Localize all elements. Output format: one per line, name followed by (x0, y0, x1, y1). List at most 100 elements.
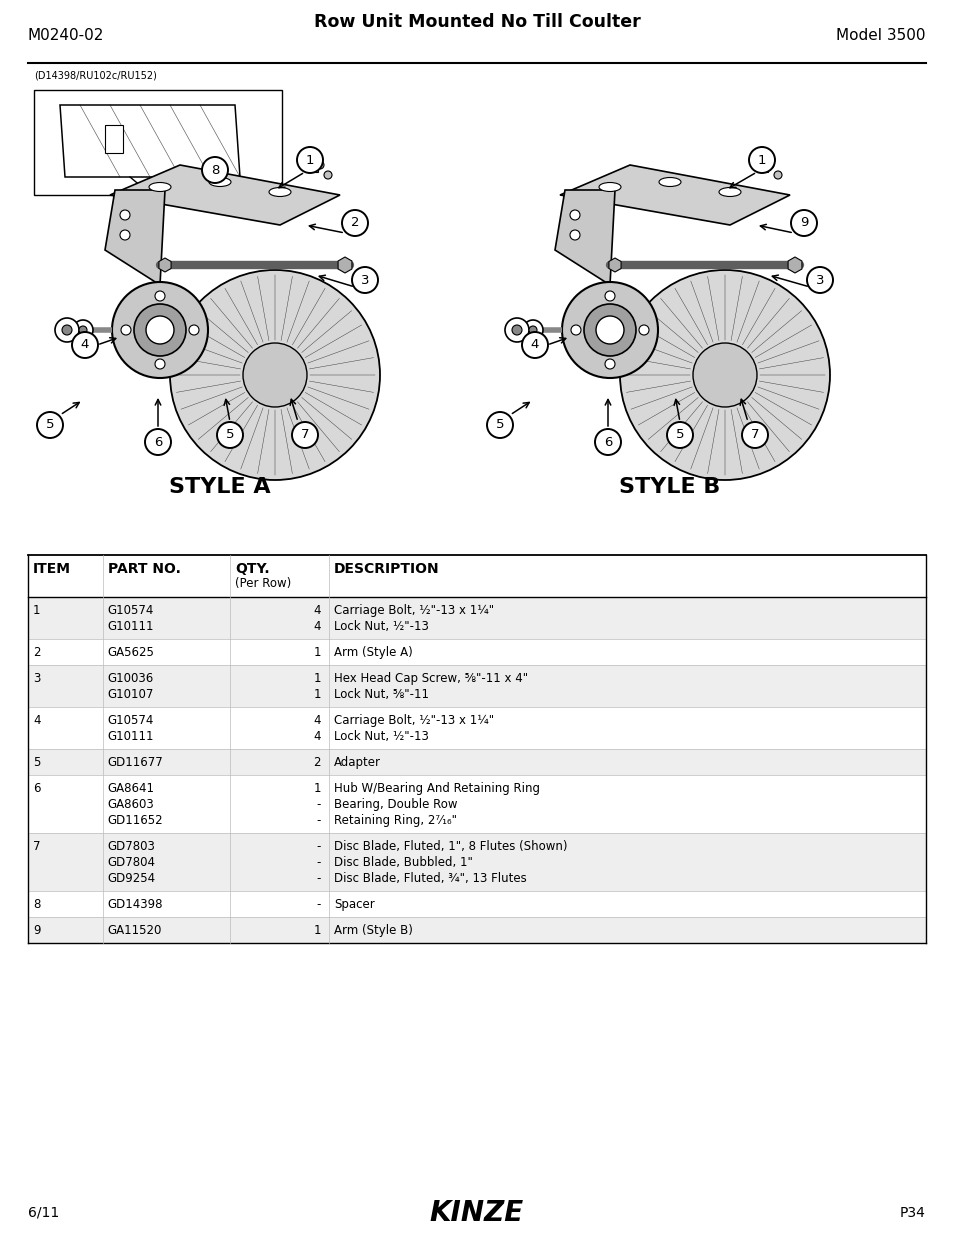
Text: GD11677: GD11677 (108, 756, 163, 769)
Text: PART NO.: PART NO. (108, 562, 180, 576)
Circle shape (170, 270, 379, 480)
Ellipse shape (659, 178, 680, 186)
Text: Lock Nut, ½"-13: Lock Nut, ½"-13 (334, 620, 428, 634)
Ellipse shape (719, 188, 740, 196)
Circle shape (71, 332, 98, 358)
Bar (28, 918, 925, 944)
Text: GD9254: GD9254 (108, 872, 155, 885)
Circle shape (120, 210, 130, 220)
Circle shape (154, 359, 165, 369)
Text: 3: 3 (33, 672, 40, 685)
Circle shape (216, 422, 243, 448)
Text: 5: 5 (496, 419, 504, 431)
Bar (28, 664, 925, 706)
Text: -: - (316, 872, 320, 885)
Text: STYLE B: STYLE B (618, 477, 720, 496)
Text: 7: 7 (300, 429, 309, 441)
Text: 1: 1 (313, 782, 320, 795)
Polygon shape (555, 190, 615, 285)
Circle shape (243, 343, 307, 408)
Text: Disc Blade, Fluted, ¾", 13 Flutes: Disc Blade, Fluted, ¾", 13 Flutes (334, 872, 526, 885)
Circle shape (292, 422, 317, 448)
Circle shape (692, 343, 757, 408)
Circle shape (596, 316, 623, 345)
Bar (28, 706, 925, 748)
Text: 9: 9 (799, 216, 807, 230)
Ellipse shape (209, 178, 231, 186)
Text: -: - (316, 840, 320, 853)
Text: 1: 1 (313, 924, 320, 937)
Text: Hub W/Bearing And Retaining Ring: Hub W/Bearing And Retaining Ring (334, 782, 539, 795)
Text: 4: 4 (313, 730, 320, 743)
Text: -: - (316, 898, 320, 911)
Text: 8: 8 (33, 898, 40, 911)
Text: 2: 2 (313, 756, 320, 769)
Circle shape (154, 291, 165, 301)
Circle shape (522, 320, 542, 340)
Text: 3: 3 (360, 273, 369, 287)
Circle shape (806, 267, 832, 293)
Text: GD7803: GD7803 (108, 840, 155, 853)
Text: G10107: G10107 (108, 688, 153, 701)
Text: 1: 1 (313, 646, 320, 659)
Text: (D14398/RU102c/RU152): (D14398/RU102c/RU152) (34, 70, 156, 80)
Circle shape (62, 325, 71, 335)
Ellipse shape (598, 183, 620, 191)
Text: 3: 3 (815, 273, 823, 287)
Text: ITEM: ITEM (33, 562, 71, 576)
Text: 1: 1 (757, 153, 765, 167)
Bar (28, 597, 925, 638)
Bar (758, 164, 767, 172)
Text: 5: 5 (675, 429, 683, 441)
Text: Disc Blade, Bubbled, 1": Disc Blade, Bubbled, 1" (334, 856, 472, 869)
Circle shape (120, 230, 130, 240)
Circle shape (55, 317, 79, 342)
Circle shape (529, 326, 537, 333)
Text: 4: 4 (313, 714, 320, 727)
Polygon shape (159, 258, 171, 272)
Text: GA5625: GA5625 (108, 646, 154, 659)
Text: KINZE: KINZE (430, 1199, 523, 1228)
Text: G10036: G10036 (108, 672, 153, 685)
Circle shape (296, 147, 323, 173)
Text: Arm (Style A): Arm (Style A) (334, 646, 412, 659)
Text: G10574: G10574 (108, 714, 153, 727)
Circle shape (604, 291, 615, 301)
Text: GD7804: GD7804 (108, 856, 155, 869)
Text: GA8603: GA8603 (108, 798, 154, 811)
Text: Adapter: Adapter (334, 756, 380, 769)
Bar (105, 125, 123, 153)
Text: 2: 2 (33, 646, 40, 659)
Text: GD11652: GD11652 (108, 814, 163, 827)
Text: 1: 1 (305, 153, 314, 167)
Circle shape (341, 210, 368, 236)
Circle shape (639, 325, 648, 335)
Circle shape (145, 429, 171, 454)
Circle shape (121, 325, 131, 335)
Text: Disc Blade, Fluted, 1", 8 Flutes (Shown): Disc Blade, Fluted, 1", 8 Flutes (Shown) (334, 840, 567, 853)
Text: QTY.: QTY. (234, 562, 270, 576)
Polygon shape (559, 165, 789, 225)
Text: 1: 1 (33, 604, 40, 618)
Polygon shape (787, 257, 801, 273)
Text: 6: 6 (153, 436, 162, 448)
Circle shape (561, 282, 658, 378)
Text: DESCRIPTION: DESCRIPTION (334, 562, 439, 576)
Text: -: - (316, 814, 320, 827)
Bar (28, 776, 925, 832)
Text: P34: P34 (900, 1207, 925, 1220)
Bar (28, 638, 925, 664)
Ellipse shape (269, 188, 291, 196)
Text: STYLE A: STYLE A (169, 477, 271, 496)
Ellipse shape (149, 183, 171, 191)
Text: -: - (316, 856, 320, 869)
Text: GA11520: GA11520 (108, 924, 162, 937)
Bar (308, 164, 317, 172)
Text: Arm (Style B): Arm (Style B) (334, 924, 413, 937)
Circle shape (189, 325, 199, 335)
Text: Lock Nut, ½"-13: Lock Nut, ½"-13 (334, 730, 428, 743)
Circle shape (790, 210, 816, 236)
Polygon shape (337, 257, 352, 273)
Circle shape (571, 325, 580, 335)
Circle shape (741, 422, 767, 448)
